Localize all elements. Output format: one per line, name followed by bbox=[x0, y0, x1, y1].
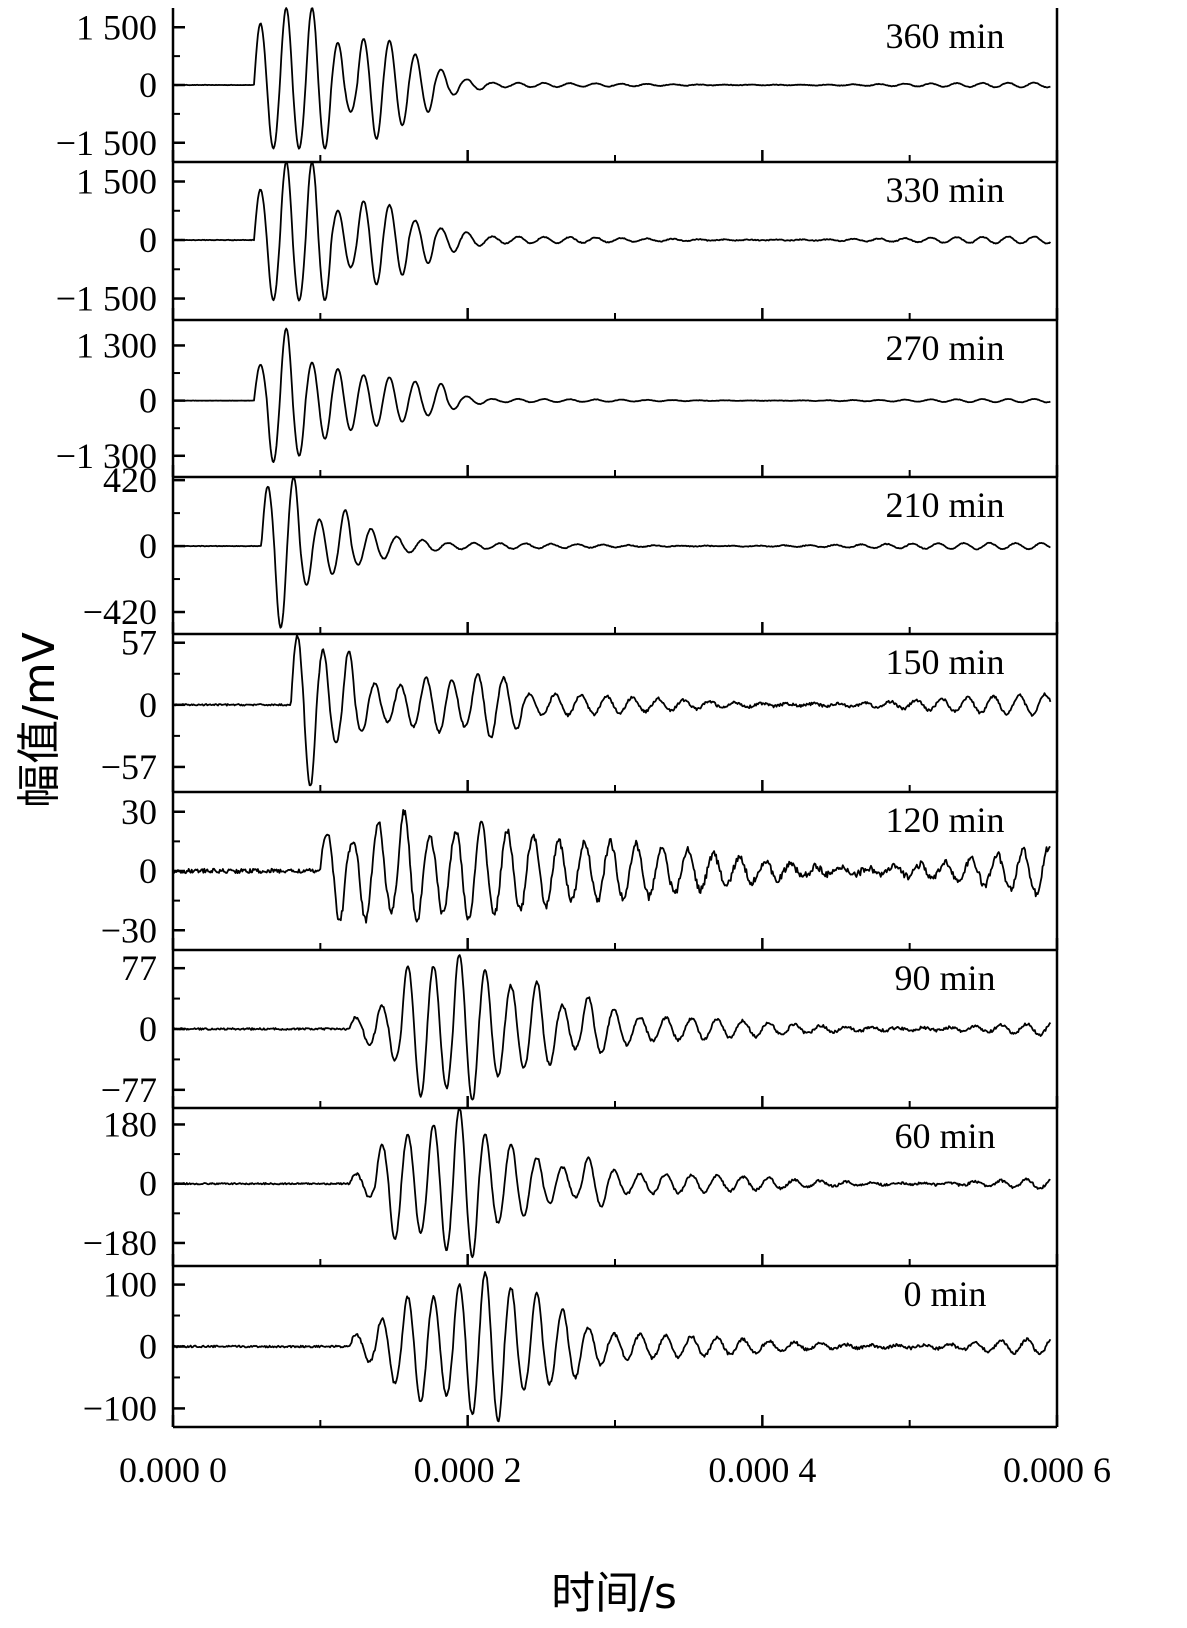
y-tick-label: 0 bbox=[139, 65, 157, 105]
waveform-series bbox=[172, 954, 1052, 1101]
y-tick-label: −1 300 bbox=[56, 436, 157, 476]
panel-label: 120 min bbox=[885, 800, 1004, 840]
y-tick-label: 0 bbox=[139, 526, 157, 566]
panel-label: 150 min bbox=[885, 642, 1004, 682]
y-tick-label: 57 bbox=[121, 623, 157, 663]
x-tick-label: 0.000 6 bbox=[1003, 1450, 1111, 1490]
panel-6: 77 0 −77 90 min bbox=[101, 948, 1059, 1110]
x-tick-label: 0.000 2 bbox=[414, 1450, 522, 1490]
waveform-series bbox=[172, 476, 1051, 629]
x-tick-label: 0.000 4 bbox=[708, 1450, 816, 1490]
y-tick-label: 1 500 bbox=[76, 7, 157, 47]
y-tick-label: −420 bbox=[83, 592, 157, 632]
panel-7: 180 0 −180 60 min bbox=[83, 1104, 1059, 1268]
x-axis: 0.000 0 0.000 2 0.000 4 0.000 6 bbox=[119, 1450, 1111, 1490]
y-tick-label: 0 bbox=[139, 381, 157, 421]
panel-label: 360 min bbox=[885, 16, 1004, 56]
panel-label: 60 min bbox=[894, 1116, 995, 1156]
panel-3: 420 0 −420 210 min bbox=[83, 460, 1059, 636]
panel-2: 1 300 0 −1 300 270 min bbox=[56, 320, 1059, 479]
panel-label: 330 min bbox=[885, 170, 1004, 210]
panel-label: 0 min bbox=[903, 1274, 986, 1314]
panel-label: 270 min bbox=[885, 328, 1004, 368]
panel-label: 90 min bbox=[894, 958, 995, 998]
panel-1: 1 500 0 −1 500 330 min bbox=[56, 161, 1059, 322]
y-tick-label: −77 bbox=[101, 1070, 157, 1110]
y-tick-label: 1 500 bbox=[76, 162, 157, 202]
y-tick-label: 420 bbox=[103, 460, 157, 500]
y-tick-label: −100 bbox=[83, 1388, 157, 1428]
y-axis-title: 幅值/mV bbox=[14, 632, 65, 808]
waveform-series bbox=[172, 1271, 1052, 1423]
x-axis-title: 时间/s bbox=[551, 1568, 677, 1619]
y-tick-label: 100 bbox=[103, 1265, 157, 1305]
waveform-series bbox=[172, 7, 1051, 150]
y-tick-label: −180 bbox=[83, 1223, 157, 1263]
y-tick-label: −1 500 bbox=[56, 123, 157, 163]
waveform-series bbox=[172, 161, 1052, 302]
y-tick-label: 77 bbox=[121, 948, 157, 988]
waveform-series bbox=[173, 327, 1051, 463]
y-tick-label: 0 bbox=[139, 851, 157, 891]
y-tick-label: 0 bbox=[139, 685, 157, 725]
panel-label: 210 min bbox=[885, 485, 1004, 525]
waveform-series bbox=[172, 634, 1052, 787]
y-tick-label: 0 bbox=[139, 1164, 157, 1204]
waveform-series bbox=[172, 1108, 1051, 1259]
y-tick-label: 30 bbox=[121, 792, 157, 832]
panel-0: 1 500 0 −1 500 360 min bbox=[56, 7, 1059, 164]
panel-5: 30 0 −30 120 min bbox=[101, 792, 1059, 952]
panel-4: 57 0 −57 150 min bbox=[101, 623, 1059, 794]
x-tick-label: 0.000 0 bbox=[119, 1450, 227, 1490]
y-tick-label: −30 bbox=[101, 910, 157, 950]
y-tick-label: −1 500 bbox=[56, 279, 157, 319]
y-tick-label: 0 bbox=[139, 1009, 157, 1049]
y-tick-label: −57 bbox=[101, 747, 157, 787]
y-tick-label: 0 bbox=[139, 1327, 157, 1367]
y-tick-label: 1 300 bbox=[76, 325, 157, 365]
y-tick-label: 0 bbox=[139, 220, 157, 260]
panel-8: 100 0 −100 0 min bbox=[83, 1265, 1059, 1428]
waveform-series bbox=[172, 809, 1051, 924]
y-tick-label: 180 bbox=[103, 1104, 157, 1144]
